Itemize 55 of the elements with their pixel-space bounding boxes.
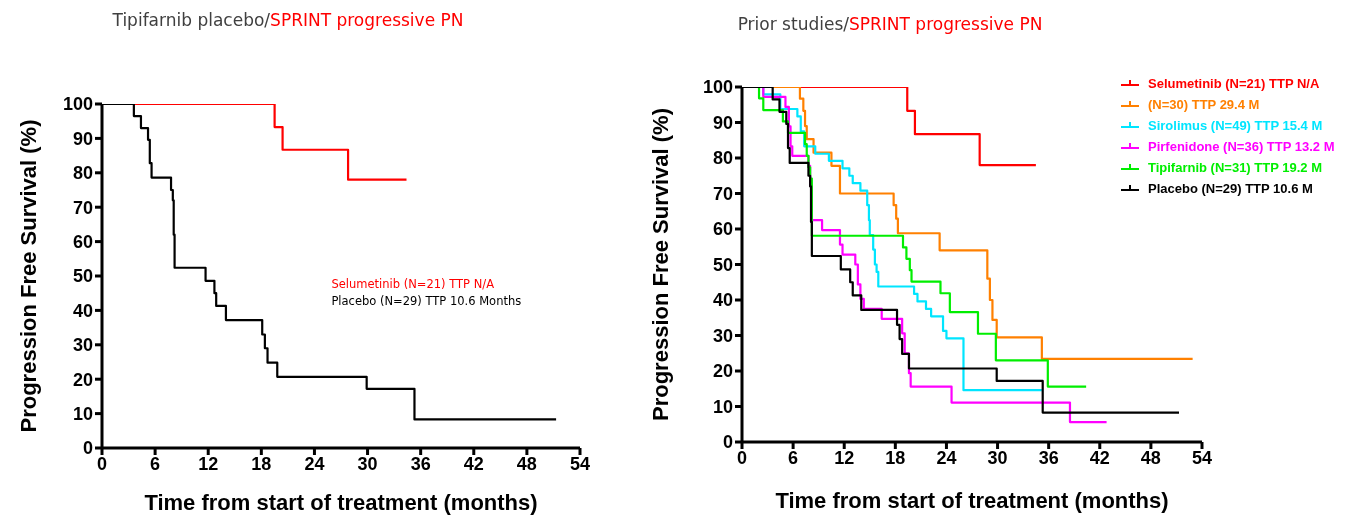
x-tick-label: 0: [96, 453, 108, 474]
x-tick-label: 48: [516, 453, 537, 474]
y-tick-label: 80: [72, 163, 93, 184]
text: Placebo (N=29) TTP 10.6 Months: [331, 293, 522, 310]
x-tick-label: 18: [251, 453, 272, 474]
chart-title: Tipifarnib placebo/SPRINT progressive PN: [112, 10, 464, 30]
x-tick-label: 24: [304, 453, 325, 474]
legend-label: Sirolimus (N=49) TTP 15.4 M: [1148, 117, 1323, 135]
y-tick-label: 10: [72, 403, 93, 424]
x-tick-label: 18: [885, 447, 906, 468]
x-tick-label: 36: [1038, 447, 1059, 468]
legend-label: Tipifarnib (N=31) TTP 19.2 M: [1148, 159, 1322, 177]
y-tick-label: 50: [712, 254, 733, 275]
x-tick-label: 42: [1089, 447, 1110, 468]
y-tick-label: 100: [702, 77, 733, 98]
x-tick-label: 24: [936, 447, 957, 468]
y-tick-label: 100: [62, 94, 93, 115]
y-tick-label: 90: [72, 128, 93, 149]
legend-label: Selumetinib (N=21) TTP N/A: [1148, 75, 1320, 93]
y-axis-title: Progression Free Survival (%): [647, 108, 673, 421]
x-axis-title: Time from start of treatment (months): [775, 488, 1169, 513]
y-tick-label: 40: [72, 300, 93, 321]
y-tick-label: 60: [72, 231, 93, 252]
x-tick-label: 30: [987, 447, 1008, 468]
x-tick-label: 30: [357, 453, 378, 474]
x-tick-label: 6: [150, 453, 161, 474]
x-tick-label: 36: [410, 453, 431, 474]
y-tick-label: 20: [712, 361, 733, 382]
x-tick-label: 54: [1191, 447, 1213, 468]
x-tick-label: 54: [569, 453, 591, 474]
y-tick-label: 0: [722, 432, 733, 453]
y-tick-label: 90: [712, 112, 733, 133]
y-tick-label: 60: [712, 219, 733, 240]
x-tick-label: 48: [1140, 447, 1161, 468]
x-tick-label: 12: [834, 447, 855, 468]
x-tick-label: 6: [788, 447, 799, 468]
text: Selumetinib (N=21) TTP N/A: [331, 276, 494, 293]
chart-title: Prior studies/SPRINT progressive PN: [737, 14, 1043, 34]
legend-label: Placebo (N=29) TTP 10.6 M: [1148, 180, 1313, 198]
legend-label: Pirfenidone (N=36) TTP 13.2 M: [1148, 138, 1335, 156]
y-tick-label: 10: [712, 396, 733, 417]
y-tick-label: 70: [72, 197, 93, 218]
y-tick-label: 30: [712, 325, 733, 346]
legend-label: (N=30) TTP 29.4 M: [1148, 96, 1260, 114]
x-axis-title: Time from start of treatment (months): [144, 490, 538, 515]
y-tick-label: 70: [712, 183, 733, 204]
y-tick-label: 40: [712, 290, 733, 311]
y-tick-label: 50: [72, 266, 93, 287]
y-tick-label: 80: [712, 148, 733, 169]
y-axis-title: Progression Free Survival (%): [15, 119, 41, 433]
x-tick-label: 42: [463, 453, 484, 474]
y-tick-label: 20: [72, 369, 93, 390]
x-tick-label: 12: [198, 453, 219, 474]
x-tick-label: 0: [736, 447, 748, 468]
y-tick-label: 30: [72, 335, 93, 356]
